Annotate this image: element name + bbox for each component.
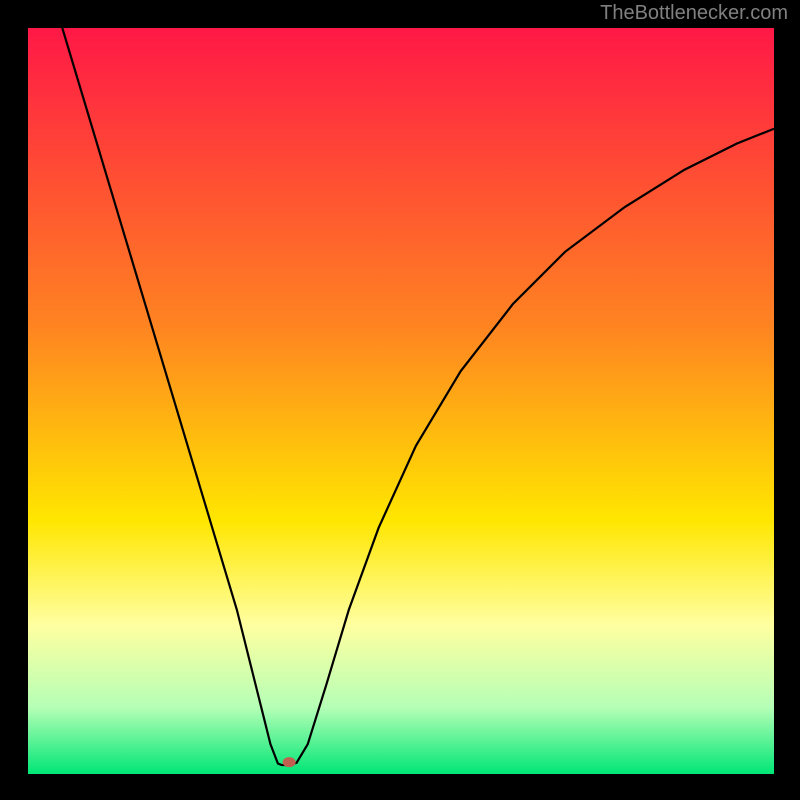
optimal-point-marker [283, 757, 296, 767]
bottleneck-curve-svg [28, 28, 774, 774]
watermark-text: TheBottlenecker.com [600, 2, 788, 25]
bottleneck-curve [62, 28, 774, 765]
plot-area [28, 28, 774, 774]
